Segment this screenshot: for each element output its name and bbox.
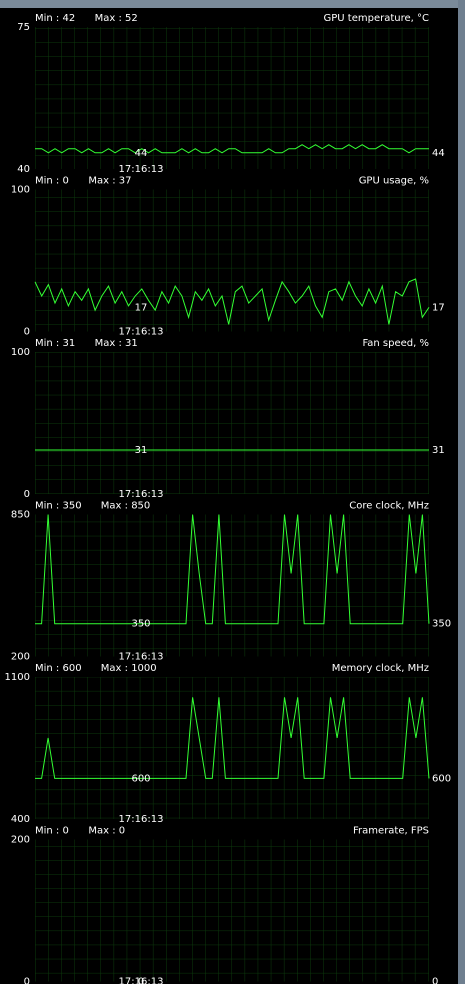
max-label: Max : 1000 (101, 663, 157, 674)
y-tick-label: 100 (11, 347, 30, 358)
current-value-right: 0 (432, 977, 438, 984)
y-tick-label: 200 (11, 652, 30, 663)
panel-title: GPU usage, % (359, 176, 429, 187)
plot-area (35, 839, 429, 982)
max-label: Max : 52 (95, 13, 138, 24)
current-value-right: 600 (432, 773, 451, 784)
data-line (35, 697, 430, 779)
data-line (35, 514, 430, 625)
panel-title: Memory clock, MHz (332, 663, 429, 674)
current-value: 31 (135, 445, 148, 456)
current-value-right: 44 (432, 148, 445, 159)
current-value: 600 (131, 773, 150, 784)
current-value-right: 17 (432, 302, 445, 313)
y-tick-label: 400 (11, 814, 30, 825)
y-tick-label: 850 (11, 510, 30, 521)
panel-title: Core clock, MHz (349, 501, 429, 512)
y-tick-label: 100 (11, 185, 30, 196)
y-tick-label: 1100 (5, 672, 30, 683)
time-label: 17:16:13 (119, 814, 164, 825)
min-label: Min : 31 (35, 338, 75, 349)
data-line (34, 278, 430, 325)
current-value: 44 (135, 148, 148, 159)
y-tick-label: 0 (24, 489, 30, 500)
min-label: Min : 0 (35, 826, 69, 837)
max-label: Max : 31 (95, 338, 138, 349)
plot-area (35, 677, 429, 819)
time-label: 17:16:13 (119, 327, 164, 338)
min-label: Min : 350 (35, 501, 82, 512)
current-value: 17 (135, 302, 148, 313)
current-value: 0 (138, 977, 144, 984)
y-tick-label: 75 (17, 22, 30, 33)
current-value-right: 31 (432, 445, 445, 456)
title-bar (0, 0, 465, 8)
y-tick-label: 0 (24, 977, 30, 984)
min-label: Min : 42 (35, 13, 75, 24)
time-label: 17:16:13 (119, 489, 164, 500)
y-tick-label: 40 (17, 164, 30, 175)
plot-area (35, 27, 429, 169)
y-tick-label: 0 (24, 327, 30, 338)
max-label: Max : 850 (101, 501, 151, 512)
data-line (35, 144, 429, 154)
time-label: 17:16:13 (119, 164, 164, 175)
y-tick-label: 200 (11, 835, 30, 846)
max-label: Max : 0 (88, 826, 125, 837)
panel-title: Fan speed, % (362, 338, 429, 349)
panel-title: Framerate, FPS (353, 826, 429, 837)
time-label: 17:16:13 (119, 652, 164, 663)
time-label: 17:16:13 (119, 977, 164, 984)
plot-area (35, 514, 429, 657)
panel-title: GPU temperature, °C (324, 13, 429, 24)
current-value: 350 (131, 619, 150, 630)
min-label: Min : 600 (35, 663, 82, 674)
max-label: Max : 37 (88, 176, 131, 187)
window-border (458, 0, 465, 984)
current-value-right: 350 (432, 619, 451, 630)
min-label: Min : 0 (35, 176, 69, 187)
plot-area (35, 352, 429, 494)
